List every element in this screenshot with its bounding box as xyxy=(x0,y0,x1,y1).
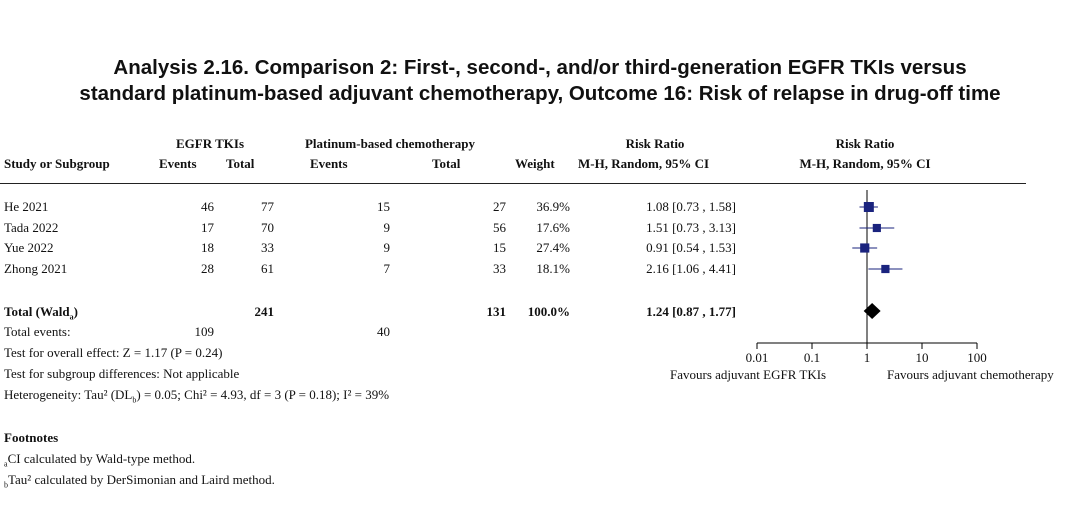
header-platinum-chemotherapy: Platinum-based chemotherapy xyxy=(304,136,476,151)
footnotes-heading: Footnotes xyxy=(4,430,59,445)
total-events-label: Total events: xyxy=(4,324,71,339)
study-events-2: 15 xyxy=(377,199,390,214)
study-events-1: 28 xyxy=(201,261,214,276)
pooled-diamond xyxy=(863,303,881,319)
heterogeneity-text: Heterogeneity: Tau² (DLb) = 0.05; Chi² =… xyxy=(4,387,390,405)
x-tick-label: 1 xyxy=(864,350,871,365)
study-weight: 17.6% xyxy=(536,220,570,235)
study-ci: 1.08 [0.73 , 1.58] xyxy=(646,199,736,214)
title-line-1: Analysis 2.16. Comparison 2: First-, sec… xyxy=(113,56,967,79)
study-ci: 2.16 [1.06 , 4.41] xyxy=(646,261,736,276)
total-label: Total (Walda) xyxy=(4,304,78,322)
study-total-1: 33 xyxy=(261,240,274,255)
study-marker xyxy=(860,243,870,253)
study-marker xyxy=(863,202,874,212)
study-total-2: 27 xyxy=(493,199,506,214)
footnote-b: bTau² calculated by DerSimonian and Lair… xyxy=(4,472,275,490)
total-count-1: 241 xyxy=(254,304,275,319)
favours-left-label: Favours adjuvant EGFR TKIs xyxy=(670,367,827,382)
study-name: Tada 2022 xyxy=(4,220,59,235)
header-rule xyxy=(0,183,1026,184)
study-events-1: 46 xyxy=(201,199,214,214)
footnote-a: aCI calculated by Wald-type method. xyxy=(4,451,196,469)
study-events-2: 7 xyxy=(383,261,391,276)
header-total-2: Total xyxy=(432,156,461,171)
subgroup-differences-text: Test for subgroup differences: Not appli… xyxy=(4,366,240,381)
study-events-2: 9 xyxy=(383,240,391,255)
total-events-1: 109 xyxy=(194,324,215,339)
header-method-1: M-H, Random, 95% CI xyxy=(578,156,710,171)
study-total-2: 33 xyxy=(493,261,506,276)
total-events-2: 40 xyxy=(377,324,390,339)
header-events-1: Events xyxy=(159,156,197,171)
favours-right-label: Favours adjuvant chemotherapy xyxy=(887,367,1054,382)
header-study-subgroup: Study or Subgroup xyxy=(4,156,110,171)
x-tick-label: 10 xyxy=(916,350,929,365)
study-events-2: 9 xyxy=(383,220,391,235)
study-total-2: 56 xyxy=(493,220,506,235)
study-events-1: 18 xyxy=(201,240,214,255)
overall-effect-text: Test for overall effect: Z = 1.17 (P = 0… xyxy=(4,345,223,360)
header-risk-ratio-2: Risk Ratio xyxy=(835,136,895,151)
study-marker xyxy=(881,264,890,274)
header-egfr-tkis: EGFR TKIs xyxy=(175,136,245,151)
header-weight: Weight xyxy=(515,156,555,171)
study-ci: 0.91 [0.54 , 1.53] xyxy=(646,240,736,255)
study-weight: 27.4% xyxy=(536,240,570,255)
study-events-1: 17 xyxy=(201,220,214,235)
study-total-1: 77 xyxy=(261,199,274,214)
study-name: He 2021 xyxy=(4,199,49,214)
x-tick-label: 100 xyxy=(967,350,987,365)
x-tick-label: 0.1 xyxy=(804,350,820,365)
header-events-2: Events xyxy=(310,156,348,171)
header-total-1: Total xyxy=(226,156,255,171)
study-total-1: 70 xyxy=(261,220,274,235)
header-risk-ratio-1: Risk Ratio xyxy=(625,136,685,151)
header-method-2: M-H, Random, 95% CI xyxy=(799,156,931,171)
total-count-2: 131 xyxy=(486,304,507,319)
study-weight: 36.9% xyxy=(536,199,570,214)
study-total-2: 15 xyxy=(493,240,506,255)
total-ci: 1.24 [0.87 , 1.77] xyxy=(646,304,736,319)
study-name: Yue 2022 xyxy=(4,240,54,255)
study-name: Zhong 2021 xyxy=(4,261,68,276)
study-weight: 18.1% xyxy=(536,261,570,276)
study-ci: 1.51 [0.73 , 3.13] xyxy=(646,220,736,235)
title-line-2: standard platinum-based adjuvant chemoth… xyxy=(79,82,1001,105)
total-weight: 100.0% xyxy=(527,304,570,319)
study-marker xyxy=(872,223,881,233)
study-total-1: 61 xyxy=(261,261,274,276)
x-tick-label: 0.01 xyxy=(746,350,769,365)
